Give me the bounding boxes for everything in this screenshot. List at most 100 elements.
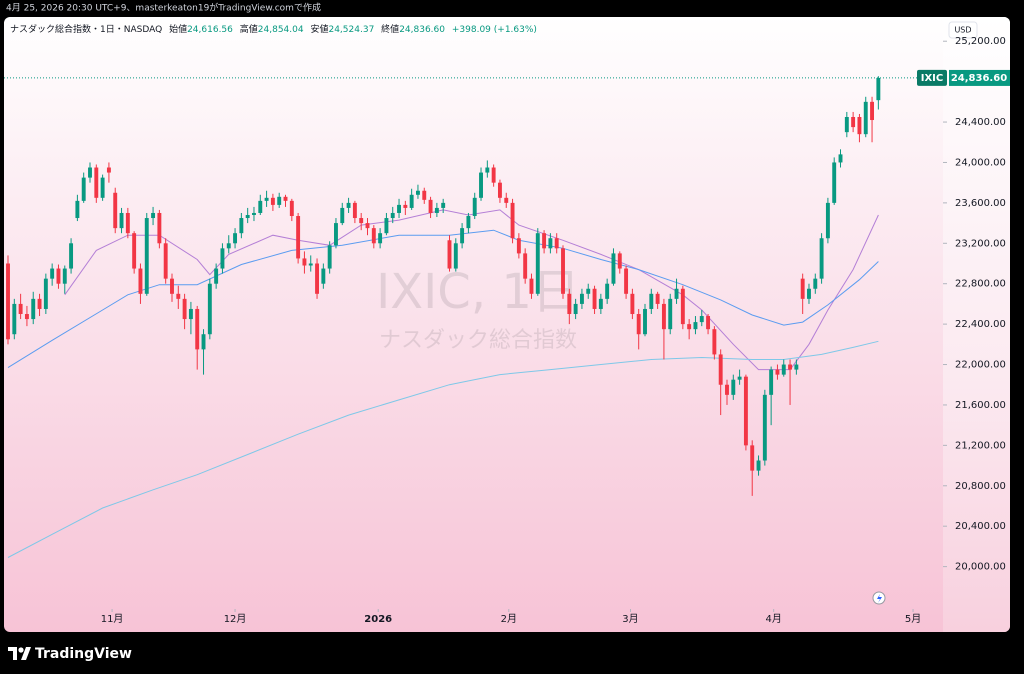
- candle-body: [643, 308, 647, 335]
- candle-body: [195, 308, 200, 350]
- candle-body: [43, 278, 48, 309]
- candle-body: [579, 293, 584, 304]
- candle-body: [62, 268, 67, 284]
- candle-body: [365, 223, 370, 229]
- watermark-symbol: IXIC, 1日: [376, 264, 580, 320]
- candle-body: [756, 460, 761, 471]
- candle-body: [605, 283, 610, 299]
- candle-body: [422, 190, 427, 200]
- y-tick-label: 23,200.00: [955, 238, 1006, 249]
- price-axis: [943, 17, 1010, 632]
- candle-body: [466, 216, 471, 229]
- candle-body: [88, 167, 92, 178]
- candle-body: [6, 263, 10, 340]
- candle-body: [233, 233, 238, 244]
- candle-body: [554, 238, 559, 249]
- candle-body: [321, 268, 326, 284]
- candle-body: [12, 303, 17, 335]
- legend-value: 24,836.60: [399, 25, 445, 35]
- candle-body: [163, 243, 168, 279]
- currency-box[interactable]: [948, 21, 978, 39]
- y-tick-label: 20,800.00: [955, 481, 1006, 492]
- watermark-name: ナスダック総合指数: [379, 328, 577, 353]
- candle-body: [270, 197, 275, 205]
- candle-body: [737, 376, 742, 380]
- candle-body: [485, 167, 490, 173]
- candle-body: [661, 303, 666, 330]
- candle-body: [334, 223, 338, 246]
- candle-body: [567, 293, 572, 315]
- y-tick-label: 22,400.00: [955, 319, 1006, 330]
- symbol-label: IXIC: [921, 73, 944, 84]
- moving-average: [64, 209, 879, 371]
- candle-body: [592, 288, 597, 309]
- candle-body: [598, 298, 603, 309]
- candle-body: [718, 354, 723, 385]
- candle-body: [390, 212, 395, 219]
- y-tick-label: 24,400.00: [955, 117, 1006, 128]
- candle-body: [258, 200, 263, 213]
- candle-body: [75, 200, 80, 219]
- candle-body: [680, 288, 685, 325]
- candle-body: [630, 293, 635, 315]
- candle-body: [561, 248, 565, 294]
- candle-body: [832, 162, 837, 203]
- candle-body: [315, 263, 320, 294]
- candle-body: [497, 182, 502, 198]
- y-tick-label: 21,600.00: [955, 400, 1006, 411]
- legend-label: 始値: [169, 23, 187, 35]
- caption: 4月 25, 2026 20:30 UTC+9、masterkeaton19がT…: [6, 2, 321, 14]
- candle-body: [769, 369, 774, 395]
- y-tick-label: 25,200.00: [955, 36, 1006, 47]
- candle-body: [775, 369, 780, 375]
- candle-body: [428, 199, 433, 213]
- candle-body: [788, 364, 793, 370]
- logo-dot: [18, 647, 24, 653]
- candle-body: [516, 238, 521, 254]
- x-tick-label: 3月: [622, 613, 638, 625]
- candle-body: [863, 101, 868, 135]
- candle-body: [384, 218, 389, 234]
- candle-body: [781, 364, 786, 375]
- candle-body: [655, 293, 660, 304]
- y-tick-label: 22,000.00: [955, 360, 1006, 371]
- plot-area: [6, 76, 881, 558]
- candle-body: [296, 216, 301, 259]
- x-tick-label: 5月: [905, 613, 921, 625]
- candle-body: [743, 376, 748, 446]
- candle-body: [851, 116, 856, 128]
- candle-body: [762, 394, 767, 461]
- candle-body: [157, 212, 162, 244]
- candle-body: [819, 238, 824, 279]
- candle-body: [510, 202, 515, 239]
- candle-body: [403, 204, 408, 208]
- candle-body: [813, 278, 818, 289]
- candle-body: [69, 243, 74, 269]
- candle-body: [712, 329, 717, 355]
- candle-body: [472, 197, 477, 217]
- candle-body: [201, 334, 206, 350]
- candle-body: [668, 298, 673, 330]
- x-tick-label: 2026: [364, 614, 392, 625]
- candle-body: [327, 245, 332, 269]
- candle-body: [504, 197, 509, 203]
- legend-value: 24,854.04: [258, 25, 304, 35]
- y-tick-label: 20,400.00: [955, 521, 1006, 532]
- y-tick-label: 23,600.00: [955, 198, 1006, 209]
- candle-body: [857, 116, 862, 135]
- y-tick-label: 22,800.00: [955, 279, 1006, 290]
- legend-value: 24,524.37: [328, 25, 374, 35]
- candle-body: [624, 268, 629, 294]
- candle-body: [106, 167, 111, 173]
- candle-body: [586, 288, 591, 294]
- candle-body: [844, 116, 849, 133]
- candle-body: [731, 379, 736, 395]
- candle-body: [352, 202, 357, 219]
- candle-body: [397, 204, 401, 213]
- candle-body: [523, 253, 528, 279]
- candle-body: [825, 202, 830, 239]
- candle-body: [447, 240, 452, 269]
- x-tick-label: 2月: [501, 613, 517, 625]
- candle-body: [207, 283, 212, 335]
